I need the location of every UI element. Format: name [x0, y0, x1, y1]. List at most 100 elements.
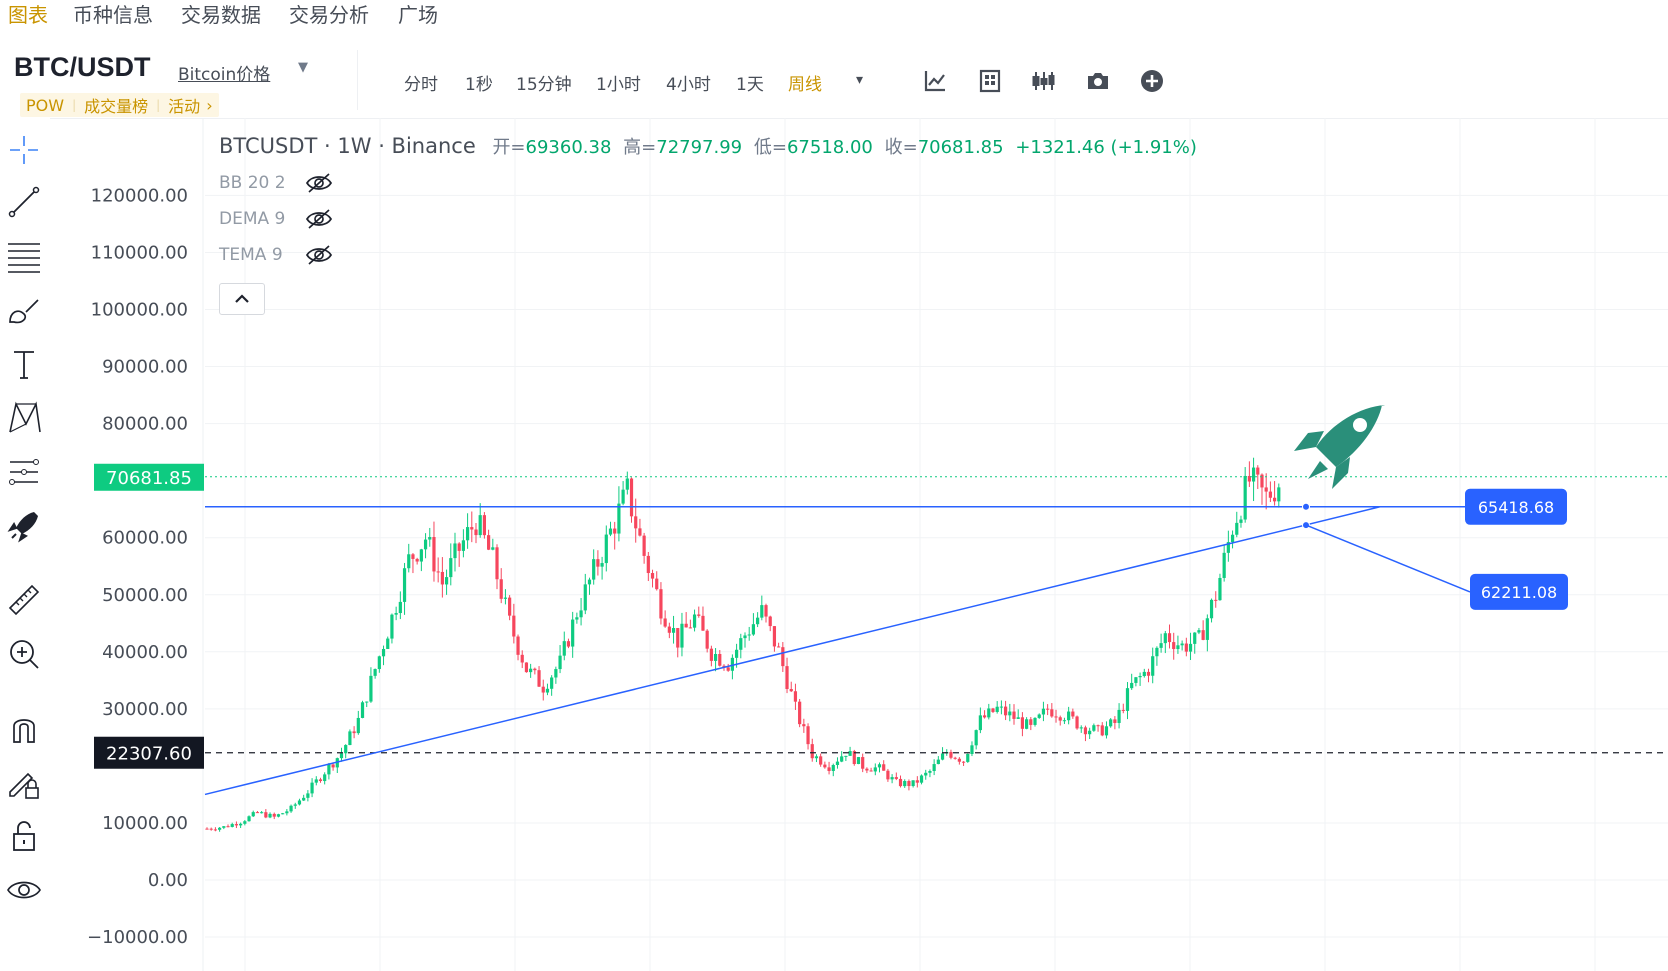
candle-body: [516, 636, 520, 655]
candle-body: [566, 641, 571, 647]
indicator-tema[interactable]: TEMA 9: [219, 245, 333, 265]
candle-body: [247, 816, 251, 822]
interval-1h[interactable]: 1小时: [596, 75, 641, 95]
indicator-icon[interactable]: [922, 68, 948, 94]
tag-pow[interactable]: POW: [26, 95, 65, 115]
zoom-in-icon[interactable]: [4, 634, 44, 674]
chart-header: [0, 46, 1668, 119]
candle-body: [1054, 716, 1058, 718]
hidden-eye-icon[interactable]: [304, 207, 334, 231]
candle-body: [613, 528, 617, 534]
candle-body: [600, 563, 604, 567]
candle-body: [432, 537, 436, 572]
indicator-bb[interactable]: BB 20 2: [219, 173, 333, 193]
candle-body: [802, 724, 806, 727]
candle-body: [1180, 643, 1184, 646]
candle-body: [1218, 577, 1222, 601]
interval-15m[interactable]: 15分钟: [516, 75, 572, 95]
candle-body: [667, 626, 671, 633]
candle-body: [970, 745, 974, 754]
candle-body: [764, 605, 768, 617]
tab-coin-info[interactable]: 币种信息: [73, 3, 153, 27]
magnet-icon[interactable]: [4, 708, 44, 748]
hidden-eye-icon[interactable]: [304, 171, 334, 195]
candle-body: [1142, 671, 1146, 677]
candle-body: [369, 675, 373, 702]
candle-body: [806, 726, 810, 745]
horizontal-line-anchor: [1302, 502, 1310, 511]
candle-body: [1134, 677, 1138, 683]
symbol-title[interactable]: BTC/USDT: [14, 52, 151, 82]
candle-body: [373, 669, 377, 676]
ruler-icon[interactable]: [4, 580, 44, 620]
drawing-toolbar: [0, 118, 50, 971]
fib-icon[interactable]: [4, 236, 44, 276]
candle-body: [659, 589, 663, 619]
symbol-dropdown-icon[interactable]: ▼: [298, 60, 308, 75]
candle-body: [1109, 719, 1113, 727]
tag-activity[interactable]: 活动: [168, 97, 201, 116]
templates-icon[interactable]: [977, 68, 1003, 94]
candle-body: [1083, 727, 1088, 735]
candle-body: [680, 623, 684, 648]
price-link[interactable]: Bitcoin价格: [178, 65, 271, 85]
text-icon[interactable]: [4, 344, 44, 384]
candle-body: [739, 638, 743, 650]
candle-body: [529, 668, 533, 673]
candle-body: [940, 753, 945, 760]
candle-body: [318, 779, 323, 782]
candle-body: [966, 753, 970, 762]
lock-draw-icon[interactable]: [4, 762, 44, 802]
candle-body: [268, 813, 272, 818]
candle-body: [289, 805, 293, 812]
candle-body: [713, 653, 718, 661]
interval-1w[interactable]: 周线: [788, 75, 822, 95]
trendline-icon[interactable]: [4, 182, 44, 222]
pattern-icon[interactable]: [4, 398, 44, 438]
candle-body: [974, 730, 978, 746]
candle-body: [903, 781, 907, 787]
interval-time[interactable]: 分时: [404, 75, 438, 95]
rocket-icon[interactable]: [4, 506, 44, 546]
interval-4h[interactable]: 4小时: [666, 75, 711, 95]
tag-volume-rank[interactable]: 成交量榜: [84, 97, 149, 116]
chart-type-icon[interactable]: [1030, 68, 1056, 94]
candle-body: [495, 547, 499, 580]
candle-body: [621, 489, 625, 504]
candle-body: [1113, 719, 1117, 723]
plus-icon[interactable]: [1139, 68, 1165, 94]
tab-square[interactable]: 广场: [398, 3, 438, 27]
candle-body: [1041, 708, 1046, 715]
indicator-dema[interactable]: DEMA 9: [219, 209, 333, 229]
candle-body: [961, 761, 966, 763]
tab-chart[interactable]: 图表: [8, 3, 48, 27]
candle-body: [218, 827, 222, 830]
camera-icon[interactable]: [1085, 68, 1111, 94]
collapse-legend-button[interactable]: [219, 283, 265, 315]
candle-body: [234, 824, 239, 826]
candle-body: [932, 764, 936, 772]
brush-icon[interactable]: [4, 290, 44, 330]
candle-body: [928, 771, 932, 773]
crosshair-icon[interactable]: [4, 130, 44, 170]
eye-icon[interactable]: [4, 870, 44, 910]
candle-body: [1008, 711, 1012, 716]
candle-body: [629, 478, 634, 517]
candle-body: [314, 779, 318, 783]
unlock-icon[interactable]: [4, 816, 44, 856]
candle-body: [1079, 727, 1083, 729]
interval-1d[interactable]: 1天: [736, 75, 764, 95]
hidden-eye-icon[interactable]: [304, 243, 334, 267]
prediction-icon[interactable]: [4, 452, 44, 492]
candle-body: [407, 554, 411, 569]
symbol-tags: POW | 成交量榜 | 活动 ›: [20, 93, 219, 117]
rocket-fin: [1294, 431, 1324, 451]
tab-trading-data[interactable]: 交易数据: [181, 3, 261, 27]
interval-more-icon[interactable]: ▾: [856, 72, 864, 88]
candle-body: [676, 628, 680, 648]
tab-trading-analysis[interactable]: 交易分析: [289, 3, 369, 27]
candle-body: [213, 829, 218, 831]
interval-1s[interactable]: 1秒: [465, 75, 493, 95]
candle-body: [1130, 682, 1134, 689]
